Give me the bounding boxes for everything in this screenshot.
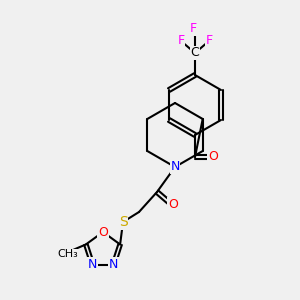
Text: N: N [88,258,97,271]
Text: CH₃: CH₃ [58,249,78,260]
Text: S: S [118,215,127,229]
Text: F: F [189,22,197,35]
Text: O: O [168,197,178,211]
Text: O: O [98,226,108,238]
Text: F: F [206,34,213,47]
Text: N: N [170,160,180,173]
Text: O: O [208,151,218,164]
Text: F: F [177,34,184,47]
Text: C: C [190,46,200,59]
Text: N: N [109,258,118,271]
